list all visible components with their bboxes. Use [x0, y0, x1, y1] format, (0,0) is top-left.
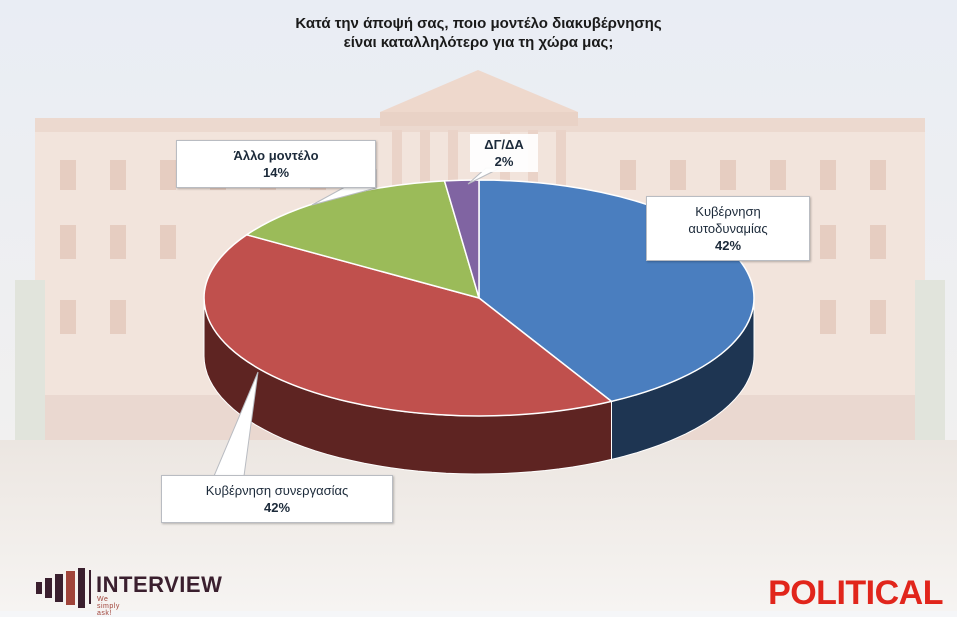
callout-label: Κυβέρνηση — [695, 204, 761, 219]
pie-slice — [443, 179, 480, 299]
chart-title-line-1: Κατά την άποψή σας, ποιο μοντέλο διακυβέ… — [295, 15, 662, 32]
callout-dg-da: ΔΓ/ΔΑ 2% — [470, 134, 538, 172]
pie-slice — [203, 233, 614, 417]
interview-logo: INTERVIEW We simply ask! — [36, 568, 222, 617]
callout-label: Κυβέρνηση συνεργασίας — [205, 483, 349, 498]
callout-label: ΔΓ/ΔΑ — [484, 137, 524, 152]
callout-kyvernisi-synergasias: Κυβέρνηση συνεργασίας 42% — [161, 475, 393, 523]
interview-logo-divider — [89, 570, 91, 604]
callout-value: 42% — [263, 500, 291, 515]
interview-tagline: We simply ask! — [97, 596, 120, 617]
callout-value: 14% — [262, 165, 290, 180]
chart-title-line-2: είναι καταλληλότερο για τη χώρα μας; — [343, 34, 614, 51]
callout-label: Άλλο μοντέλο — [233, 148, 319, 163]
chart-title: Κατά την άποψή σας, ποιο μοντέλο διακυβέ… — [0, 14, 957, 52]
callout-value: 42% — [714, 238, 742, 253]
interview-brand: INTERVIEW — [96, 572, 223, 597]
callout-kyvernisi-aftodynamias: Κυβέρνηση αυτοδυναμίας 42% — [646, 196, 810, 261]
callout-label: αυτοδυναμίας — [688, 221, 768, 236]
political-logo: POLITICAL — [768, 574, 943, 612]
callout-value: 2% — [494, 154, 514, 169]
interview-logo-icon — [36, 568, 85, 608]
callout-allo-montelo: Άλλο μοντέλο 14% — [176, 140, 376, 188]
